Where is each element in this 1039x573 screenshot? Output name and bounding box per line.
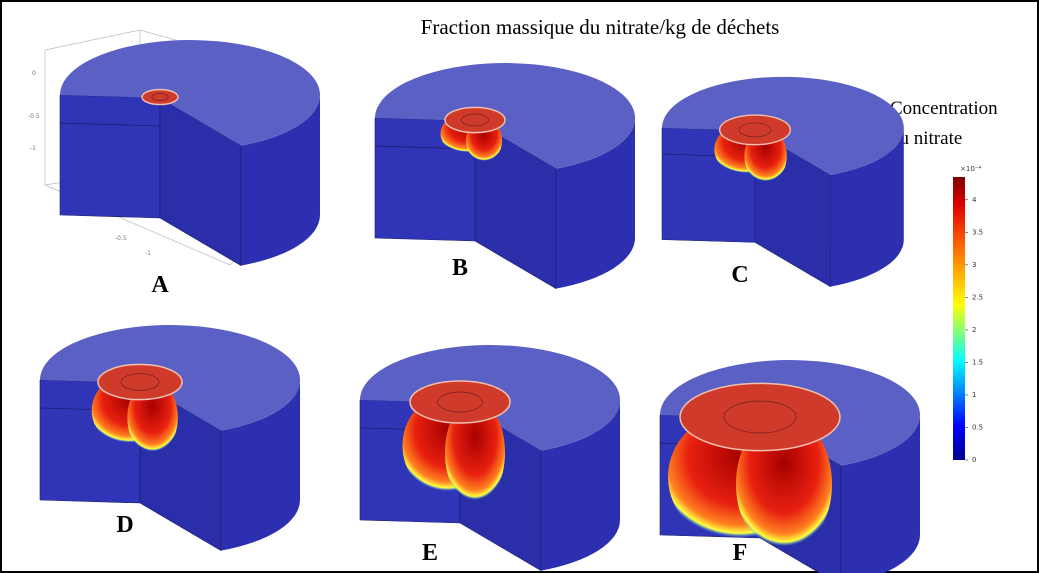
panel-label: E (422, 540, 438, 566)
colorbar-tick-label: 4 (972, 196, 977, 204)
figure: Fraction massique du nitrate/kg de déche… (0, 0, 1039, 573)
plume-top (445, 107, 505, 132)
panel-label: B (452, 255, 468, 281)
panel-label: C (731, 262, 748, 288)
axis-tick-label: -0.5 (115, 235, 127, 242)
page: Fraction massique du nitrate/kg de déche… (0, 0, 1039, 573)
plume-top (142, 89, 178, 104)
panel-label: D (116, 512, 133, 538)
axis-tick-label: -1 (145, 250, 151, 257)
left-face (60, 95, 160, 218)
colorbar-tick-label: 1.5 (972, 358, 983, 366)
plume-top (410, 381, 510, 423)
axis-tick-label: -1 (30, 145, 36, 152)
plume-top (720, 115, 791, 145)
colorbar-tick-label: 3.5 (972, 228, 983, 236)
colorbar-tick-label: 3 (972, 261, 976, 269)
title: Fraction massique du nitrate/kg de déche… (421, 15, 780, 39)
colorbar-title: Concentration (890, 98, 998, 119)
colorbar-tick-label: 1 (972, 391, 976, 399)
colorbar-tick-label: 0 (972, 456, 976, 464)
colorbar-multiplier: ×10⁻⁴ (960, 165, 981, 173)
colorbar-tick-label: 0.5 (972, 423, 983, 431)
axis-tick-label: -0.5 (28, 113, 40, 120)
plume-top (680, 383, 840, 450)
panel-label: F (733, 540, 748, 566)
panel-label: A (151, 272, 169, 298)
axis-tick-label: 0 (32, 70, 36, 77)
colorbar-tick-label: 2 (972, 326, 976, 334)
plume-top (98, 364, 182, 399)
colorbar (953, 177, 965, 460)
colorbar-tick-label: 2.5 (972, 293, 983, 301)
